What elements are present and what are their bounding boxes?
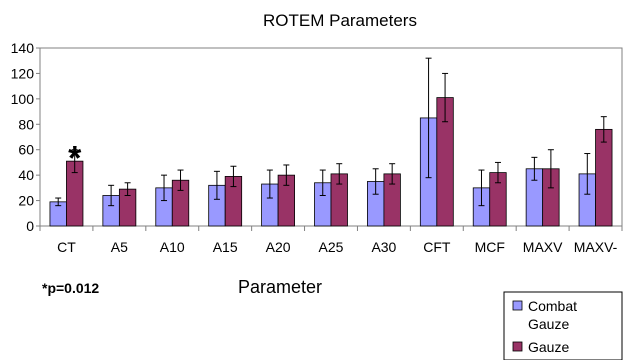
- error-bar: [389, 163, 396, 185]
- error-bar: [531, 156, 538, 181]
- x-axis-label: Parameter: [238, 277, 322, 297]
- x-tick-label: A30: [371, 239, 396, 255]
- y-tick-label: 40: [18, 167, 34, 183]
- error-bar: [600, 116, 607, 143]
- error-bar: [213, 170, 220, 200]
- error-bar: [584, 153, 591, 195]
- x-tick-label: A20: [266, 239, 291, 255]
- chart-title: ROTEM Parameters: [263, 11, 417, 30]
- x-tick-label: CFT: [423, 239, 451, 255]
- error-bar: [266, 169, 273, 199]
- y-tick-label: 20: [18, 193, 34, 209]
- x-tick-label: CT: [57, 239, 76, 255]
- legend-swatch-gauze: [512, 341, 523, 352]
- error-bar: [230, 165, 237, 188]
- error-bar: [319, 169, 326, 196]
- error-bar: [372, 168, 379, 195]
- error-bar: [161, 174, 168, 202]
- significance-star: *: [68, 140, 82, 178]
- y-axis: 0 20 40 60 80 100 120 140: [11, 40, 40, 234]
- y-tick-label: 80: [18, 116, 34, 132]
- error-bar: [283, 164, 290, 186]
- x-axis: CT A5 A10 A15 A20 A25 A30 CFT MCF MAXV MAXV-: [39, 226, 623, 255]
- y-tick-label: 60: [18, 142, 34, 158]
- error-bar: [108, 184, 115, 207]
- x-tick-label: MAXV-: [574, 239, 618, 255]
- legend-swatch-combat-gauze: [512, 300, 523, 311]
- error-bar: [55, 197, 62, 207]
- error-bar: [71, 149, 78, 174]
- x-tick-label: A5: [111, 239, 128, 255]
- y-tick-label: 100: [11, 91, 35, 107]
- x-tick-label: A25: [319, 239, 344, 255]
- x-tick-label: A15: [213, 239, 238, 255]
- legend-box: [503, 291, 623, 360]
- error-bar: [425, 57, 432, 179]
- error-bar: [442, 72, 449, 123]
- y-tick-label: 0: [26, 218, 34, 234]
- x-tick-label: MAXV: [523, 239, 563, 255]
- error-bar: [547, 149, 554, 189]
- p-value-note: *p=0.012: [42, 280, 99, 296]
- x-tick-label: MCF: [475, 239, 505, 255]
- y-tick-label: 120: [11, 65, 35, 81]
- x-tick-label: A10: [160, 239, 185, 255]
- legend: Combat Gauze Gauze: [503, 291, 623, 360]
- error-bar: [336, 163, 343, 185]
- error-bar: [494, 161, 501, 184]
- legend-label-combat-gauze: Combat Gauze: [528, 298, 577, 332]
- bars: [49, 97, 613, 227]
- error-bar: [478, 169, 485, 207]
- legend-label-gauze: Gauze: [528, 339, 569, 355]
- error-bar: [177, 169, 184, 191]
- error-bar: [124, 182, 131, 196]
- error-bars: [55, 57, 607, 207]
- bar-gauze-maxv: [595, 128, 613, 227]
- y-tick-label: 140: [11, 40, 35, 56]
